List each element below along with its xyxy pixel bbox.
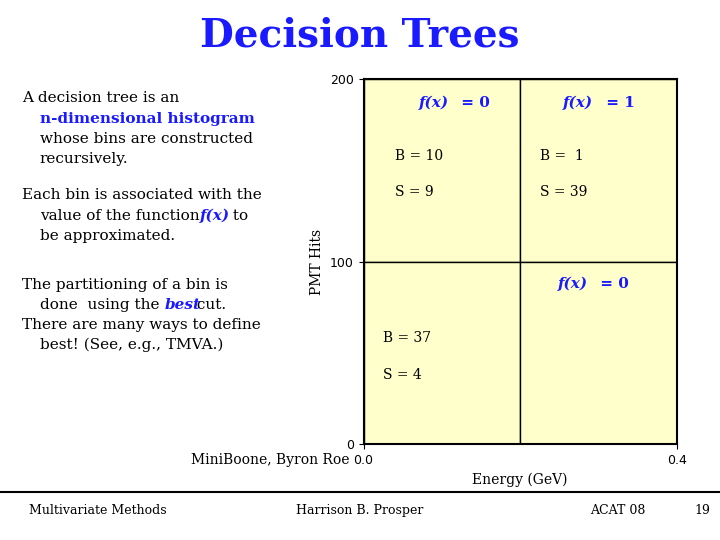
Text: MiniBoone, Byron Roe: MiniBoone, Byron Roe <box>191 453 349 467</box>
Text: Harrison B. Prosper: Harrison B. Prosper <box>297 504 423 517</box>
Text: = 1: = 1 <box>601 96 635 110</box>
Text: S = 39: S = 39 <box>540 185 587 199</box>
Text: f(x): f(x) <box>563 96 593 110</box>
Text: The partitioning of a bin is: The partitioning of a bin is <box>22 278 228 292</box>
Text: done  using the: done using the <box>40 298 164 312</box>
Bar <box>364 261 521 444</box>
Text: = 0: = 0 <box>456 96 490 110</box>
Text: cut.: cut. <box>192 298 226 312</box>
Text: Decision Trees: Decision Trees <box>200 16 520 54</box>
Text: = 0: = 0 <box>595 276 629 291</box>
Text: f(x): f(x) <box>418 96 449 110</box>
Text: value of the function: value of the function <box>40 209 204 223</box>
Text: There are many ways to define: There are many ways to define <box>22 318 261 332</box>
Bar <box>521 79 677 261</box>
Text: B = 10: B = 10 <box>395 149 443 163</box>
Text: S = 4: S = 4 <box>383 368 422 382</box>
Text: recursively.: recursively. <box>40 152 128 166</box>
Text: best: best <box>164 298 200 312</box>
Text: whose bins are constructed: whose bins are constructed <box>40 132 253 146</box>
Text: to: to <box>228 209 248 223</box>
Text: B = 37: B = 37 <box>383 331 431 345</box>
Text: A decision tree is an: A decision tree is an <box>22 91 179 105</box>
Text: f(x): f(x) <box>558 276 588 291</box>
Bar <box>364 79 521 261</box>
Y-axis label: PMT Hits: PMT Hits <box>310 228 325 295</box>
Text: be approximated.: be approximated. <box>40 229 175 243</box>
Text: n-dimensional histogram: n-dimensional histogram <box>40 112 254 126</box>
Text: Each bin is associated with the: Each bin is associated with the <box>22 188 261 202</box>
Text: B =  1: B = 1 <box>540 149 583 163</box>
Text: f(x): f(x) <box>200 209 230 223</box>
Text: ACAT 08: ACAT 08 <box>590 504 646 517</box>
X-axis label: Energy (GeV): Energy (GeV) <box>472 472 568 487</box>
Text: 19: 19 <box>695 504 711 517</box>
Bar <box>521 261 677 444</box>
Text: best! (See, e.g., TMVA.): best! (See, e.g., TMVA.) <box>40 338 223 352</box>
Text: S = 9: S = 9 <box>395 185 433 199</box>
Text: Multivariate Methods: Multivariate Methods <box>29 504 166 517</box>
